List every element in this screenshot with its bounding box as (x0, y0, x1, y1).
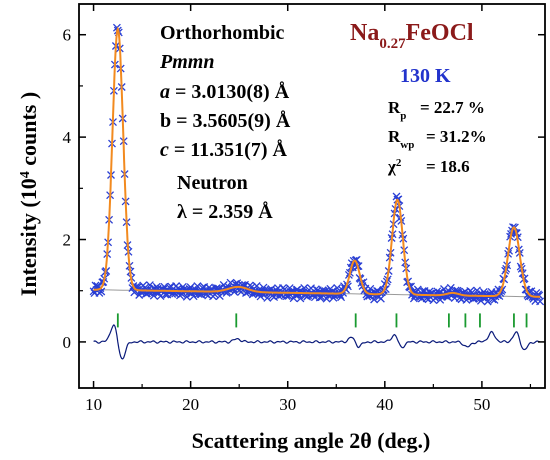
observed-point (370, 295, 379, 304)
compound-formula: Na0.27FeOCl (350, 20, 474, 52)
observed-point (483, 297, 492, 306)
chi-square-value: = 18.6 (426, 157, 470, 176)
y-tick-label: 2 (63, 231, 72, 250)
calculated-curve (93, 26, 541, 298)
y-tick-label: 0 (63, 333, 72, 352)
wavelength-label: λ = 2.359 Å (177, 200, 273, 223)
lattice-a-label: a = 3.0130(8) Å (160, 80, 290, 103)
crystal-system-label: Orthorhombic (160, 22, 285, 44)
rwp-label: Rwp (388, 127, 414, 151)
x-tick-label: 40 (376, 395, 393, 414)
plot-frame (78, 3, 546, 389)
y-tick-label: 6 (63, 26, 72, 45)
observed-point (376, 294, 385, 303)
annotations: Orthorhombic Pmmn a = 3.0130(8) Å b = 3.… (159, 20, 487, 223)
observed-point (182, 292, 191, 301)
y-tick-label: 4 (63, 128, 72, 147)
axes: 10 20 30 40 50 0 2 4 6 (63, 4, 545, 414)
lattice-b-label: b = 3.5605(9) Å (160, 109, 291, 132)
rwp-value: = 31.2% (426, 127, 487, 146)
probe-label: Neutron (177, 172, 248, 194)
observed-point (337, 293, 346, 302)
temperature-label: 130 K (400, 65, 451, 87)
rp-label: Rp (388, 98, 406, 122)
observed-series (89, 23, 545, 306)
observed-point (263, 293, 272, 302)
x-tick-label: 30 (279, 395, 296, 414)
x-axis-label: Scattering angle 2θ (deg.) (192, 428, 431, 453)
difference-curve (93, 324, 541, 360)
x-tick-label: 20 (182, 395, 199, 414)
y-axis-label: Intensity (104 counts ) (16, 92, 41, 296)
data-marks (89, 23, 545, 360)
x-tick-label: 10 (85, 395, 102, 414)
space-group-label: Pmmn (159, 51, 214, 73)
x-tick-label: 50 (473, 395, 490, 414)
observed-point (536, 297, 545, 306)
lattice-c-label: c = 11.351(7) Å (160, 138, 288, 161)
chi-square-label: χ2 (387, 157, 402, 176)
rp-value: = 22.7 % (420, 98, 485, 117)
observed-point (193, 282, 202, 291)
observed-point (413, 285, 422, 294)
observed-point (300, 284, 309, 292)
observed-point (317, 293, 326, 302)
